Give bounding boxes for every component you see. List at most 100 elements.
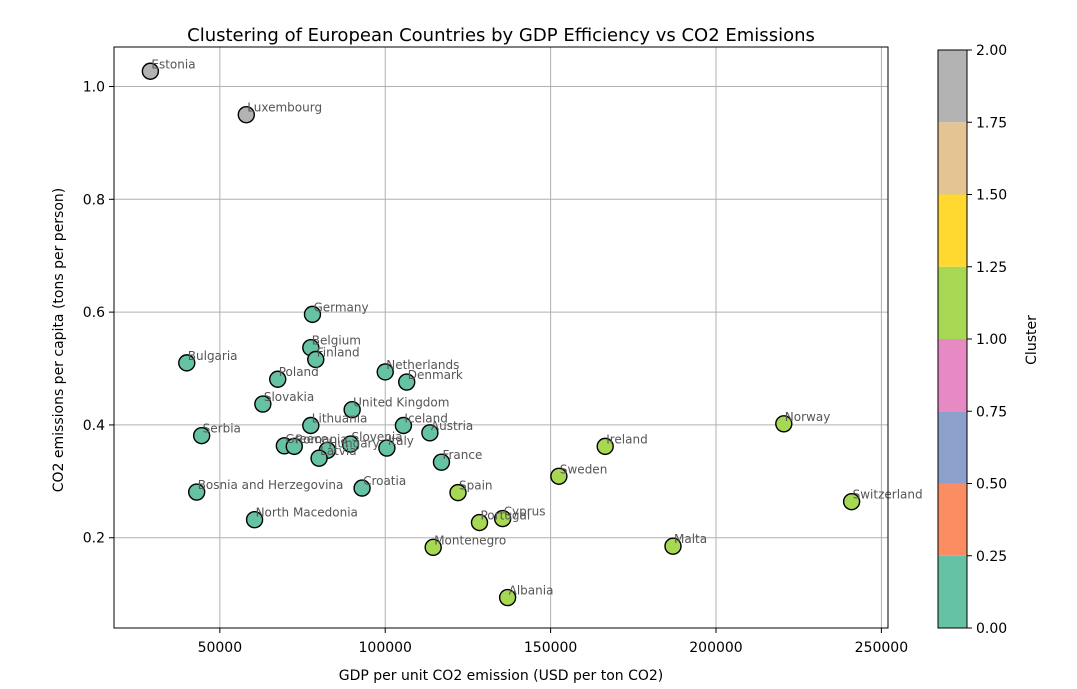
y-tick-label: 0.6 — [83, 305, 105, 321]
y-tick-label: 0.2 — [83, 531, 105, 547]
x-tick-label: 100000 — [359, 640, 412, 656]
data-point — [245, 510, 264, 529]
colorbar-ticks: 0.00 0.25 0.50 0.75 1.00 1.25 1.50 1.75 2.00 — [967, 43, 1007, 637]
data-point — [141, 62, 160, 80]
point-label: Norway — [785, 410, 831, 424]
colorbar-segment — [938, 266, 967, 339]
data-point — [470, 513, 489, 532]
data-point — [493, 509, 512, 528]
point-label: Spain — [459, 479, 493, 493]
chart-title: Clustering of European Countries by GDP … — [187, 25, 815, 46]
data-point — [310, 449, 328, 467]
point-label: Bulgaria — [188, 349, 238, 363]
grid — [114, 47, 888, 628]
point-label: Netherlands — [386, 358, 459, 372]
colorbar-segment — [938, 411, 967, 484]
y-axis-ticks: 0.2 0.4 0.6 0.8 1.0 — [83, 79, 114, 547]
x-tick-label: 150000 — [524, 640, 577, 656]
point-label: Serbia — [203, 422, 241, 436]
x-tick-label: 200000 — [689, 640, 742, 656]
data-point — [302, 416, 320, 435]
data-point — [285, 437, 303, 456]
colorbar-segment — [938, 50, 967, 123]
data-point — [237, 105, 256, 124]
point-label: Lithuania — [312, 411, 368, 425]
point-label: Croatia — [363, 474, 406, 488]
data-point — [421, 424, 439, 442]
y-tick-label: 0.8 — [83, 192, 105, 208]
data-point — [269, 370, 287, 388]
point-label: Greece — [285, 432, 328, 446]
colorbar-label: Cluster — [1024, 315, 1040, 365]
colorbar-segment — [938, 122, 967, 195]
data-point — [664, 537, 682, 555]
data-point — [449, 483, 467, 502]
point-label: United Kingdom — [353, 396, 449, 410]
colorbar-tick-label: 1.25 — [976, 260, 1007, 276]
point-label: France — [442, 448, 482, 462]
colorbar-tick-label: 0.75 — [976, 404, 1007, 420]
colorbar-tick-label: 1.50 — [976, 188, 1007, 204]
colorbar-segment — [938, 339, 967, 412]
colorbar-segment — [938, 194, 967, 267]
point-label: Denmark — [408, 368, 463, 382]
point-label: Slovakia — [264, 390, 314, 404]
colorbar-tick-label: 0.25 — [976, 549, 1007, 565]
point-label: Estonia — [151, 57, 195, 71]
point-label: Romania — [295, 432, 347, 446]
point-label: Slovenia — [352, 430, 403, 444]
point-label: Italy — [388, 434, 414, 448]
colorbar-tick-label: 1.00 — [976, 332, 1007, 348]
point-label: Austria — [431, 419, 473, 433]
colorbar-tick-label: 0.00 — [976, 621, 1007, 637]
data-point — [596, 437, 614, 456]
point-label: Montenegro — [434, 533, 506, 547]
colorbar-segment — [938, 555, 967, 628]
colorbar — [937, 49, 968, 629]
data-point — [178, 354, 196, 372]
data-point — [353, 479, 371, 497]
data-point — [376, 363, 394, 381]
y-tick-label: 0.4 — [83, 418, 105, 434]
point-label: North Macedonia — [256, 506, 358, 520]
data-point — [775, 415, 793, 433]
point-label: Finland — [317, 345, 360, 359]
data-point — [550, 467, 568, 485]
data-point — [254, 395, 272, 413]
point-label: Sweden — [560, 462, 607, 476]
point-label: Belgium — [312, 334, 361, 348]
point-label: Malta — [674, 532, 707, 546]
data-point — [394, 416, 413, 435]
data-point — [187, 483, 206, 501]
data-point — [343, 401, 361, 419]
data-point — [842, 492, 861, 511]
data-point — [498, 588, 517, 607]
point-label: Germany — [313, 300, 368, 314]
point-label: Luxembourg — [247, 101, 322, 115]
data-points — [141, 62, 861, 607]
data-point — [424, 538, 442, 557]
colorbar-segment — [938, 483, 967, 556]
point-label: Iceland — [404, 411, 447, 425]
data-point — [341, 435, 360, 453]
colorbar-tick-label: 2.00 — [976, 43, 1007, 59]
point-label: Poland — [279, 365, 319, 379]
colorbar-tick-label: 0.50 — [976, 477, 1007, 493]
x-tick-label: 250000 — [855, 640, 908, 656]
point-label: Albania — [509, 584, 554, 598]
data-point — [192, 426, 211, 445]
plot-frame — [113, 46, 889, 629]
data-point — [398, 373, 416, 391]
y-axis-label: CO2 emissions per capita (tons per perso… — [51, 188, 67, 493]
point-label: Latvia — [320, 444, 357, 458]
point-label: Ireland — [606, 432, 648, 446]
point-label: Cyprus — [504, 505, 546, 519]
x-axis-ticks: 50000 100000 150000 200000 250000 — [198, 628, 908, 656]
data-point — [378, 439, 396, 457]
x-tick-label: 50000 — [198, 640, 243, 656]
data-point — [307, 350, 325, 369]
point-label: Bosnia and Herzegovina — [198, 478, 344, 492]
y-tick-label: 1.0 — [83, 79, 105, 95]
